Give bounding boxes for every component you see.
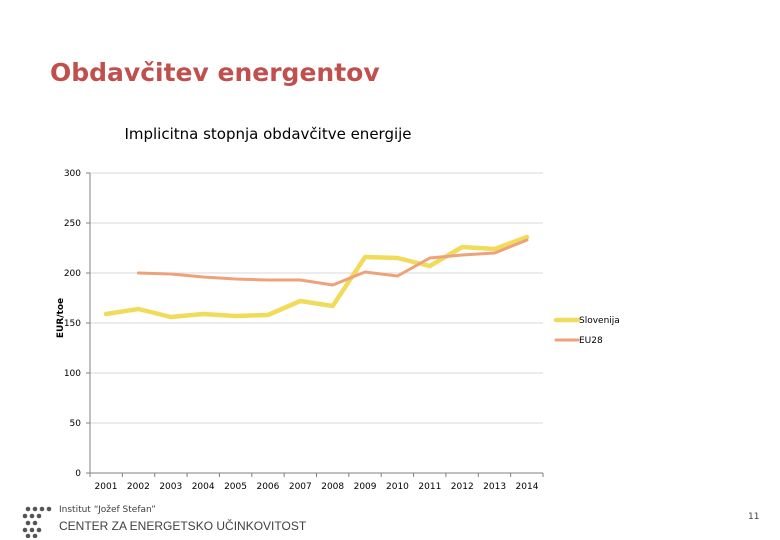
x-tick-label: 2004 [192,482,215,492]
footer-institute-name: Institut “Jožef Stefan” [59,505,156,515]
x-tick-label: 2008 [321,482,344,492]
x-tick-label: 2009 [354,482,377,492]
y-tick-label: 50 [70,419,82,429]
y-tick-label: 300 [64,169,81,179]
x-tick-label: 2010 [386,482,409,492]
x-tick-label: 2012 [451,482,474,492]
y-tick-label: 100 [64,369,81,379]
x-tick-label: 2003 [159,482,182,492]
legend-label-eu28: EU28 [579,336,603,346]
y-tick-label: 150 [64,319,81,329]
x-tick-label: 2013 [483,482,506,492]
series-line-slovenija [103,234,530,320]
x-tick-label: 2001 [95,482,118,492]
x-tick-label: 2002 [127,482,150,492]
x-tick-label: 2006 [256,482,279,492]
legend: Slovenija EU28 [553,316,620,346]
series-line-eu28 [136,238,529,287]
y-tick-label: 0 [75,469,81,479]
x-tick-label: 2007 [289,482,312,492]
chart: Implicitna stopnja obdavčitve energije E… [56,125,620,492]
x-tick-label: 2014 [516,482,539,492]
x-tick-label: 2011 [418,482,441,492]
series-lines [103,234,530,320]
legend-label-slovenija: Slovenija [579,316,620,326]
tick-labels: 0 50 100 150 200 250 300 2001 2002 2003 2004 2005 20… [64,169,539,492]
y-tick-label: 250 [64,219,81,229]
page-number: 11 [748,512,760,522]
y-tick-label: 200 [64,269,81,279]
x-tick-label: 2005 [224,482,247,492]
axes [86,172,544,477]
ijs-dots-logo-icon [22,506,52,538]
grid-lines [90,172,543,424]
footer-center-name: CENTER ZA ENERGETSKO UČINKOVITOST [59,519,307,533]
slide-title: Obdavčitev energentov [50,58,380,87]
y-axis-label: EUR/toe [56,298,66,338]
chart-title: Implicitna stopnja obdavčitve energije [124,125,411,143]
